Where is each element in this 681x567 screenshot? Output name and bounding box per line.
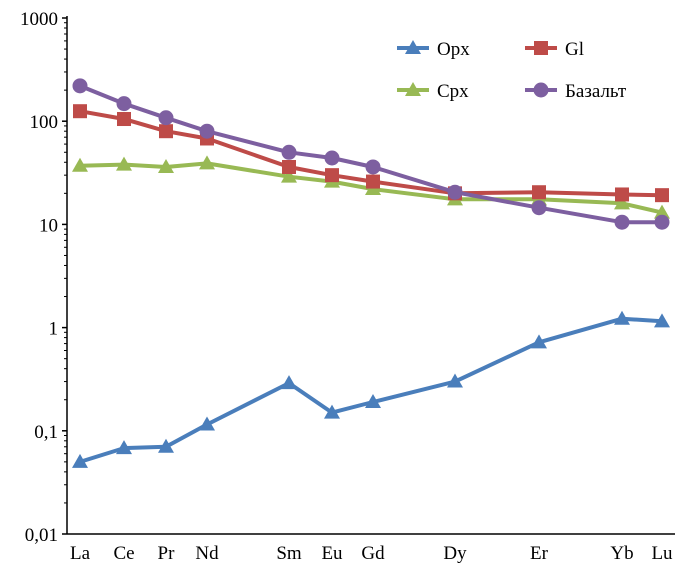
data-point: [281, 144, 297, 160]
data-point: [72, 157, 88, 172]
legend-item-Базальт: Базальт: [525, 81, 627, 102]
data-point: [116, 156, 132, 171]
series-line: [79, 316, 663, 464]
legend-marker: [534, 41, 548, 55]
legend-marker: [405, 82, 421, 96]
data-point: [532, 185, 546, 200]
data-point: [614, 195, 630, 210]
data-point: [614, 310, 630, 325]
series-Базальт: [72, 78, 670, 230]
data-point: [324, 150, 340, 166]
data-point: [281, 168, 297, 183]
data-point: [325, 168, 339, 183]
data-point: [158, 158, 174, 173]
data-point: [324, 404, 340, 419]
data-point: [654, 313, 670, 328]
legend-item-Gl: Gl: [525, 39, 584, 60]
data-point: [615, 187, 629, 202]
y-tick-label: 0,1: [34, 422, 58, 443]
series-Opx: [72, 310, 670, 468]
data-point: [655, 188, 669, 203]
data-point: [158, 438, 174, 453]
legend-label: Cpx: [437, 81, 469, 102]
x-tick-label: Sm: [276, 543, 302, 564]
axes: 0,01 0,1 1 10 100 1000 La Ce Pr Nd Sm Eu Gd Dy Er Yb Lu: [20, 9, 675, 564]
x-tick-label: Eu: [321, 543, 343, 564]
data-point: [72, 78, 88, 94]
data-point: [282, 159, 296, 174]
data-point: [159, 124, 173, 139]
y-tick-label: 0,01: [25, 525, 58, 546]
data-point: [158, 110, 174, 126]
data-point: [365, 394, 381, 409]
x-tick-label: La: [70, 543, 91, 564]
x-tick-label: Er: [530, 543, 549, 564]
legend-marker: [533, 82, 549, 98]
x-tick-label: Yb: [610, 543, 633, 564]
data-point: [365, 159, 381, 175]
x-tick-label: Nd: [195, 543, 219, 564]
y-tick-label: 100: [30, 112, 59, 133]
data-point: [72, 453, 88, 468]
data-point: [447, 184, 463, 200]
data-point: [614, 214, 630, 230]
x-tick-label: Dy: [443, 543, 467, 564]
data-point: [654, 204, 670, 219]
data-point: [199, 155, 215, 170]
x-tick-label: Pr: [158, 543, 176, 564]
data-point: [199, 123, 215, 139]
data-point: [116, 440, 132, 455]
series-layer: [72, 78, 670, 468]
y-tick-label: 10: [39, 215, 58, 236]
data-point: [531, 200, 547, 216]
data-point: [199, 416, 215, 431]
legend-item-Opx: Opx: [397, 39, 470, 60]
legend-marker: [405, 40, 421, 54]
data-point: [281, 375, 297, 390]
data-point: [117, 112, 131, 127]
y-tick-label: 1: [49, 319, 59, 340]
data-point: [73, 104, 87, 119]
legend-label: Gl: [565, 39, 584, 60]
data-point: [654, 214, 670, 230]
legend-label: Базальт: [565, 81, 627, 102]
x-tick-label: Ce: [113, 543, 134, 564]
data-point: [447, 373, 463, 388]
data-point: [116, 96, 132, 112]
legend-label: Opx: [437, 39, 470, 60]
y-tick-label: 1000: [20, 9, 58, 30]
x-tick-label: Gd: [361, 543, 385, 564]
legend-item-Cpx: Cpx: [397, 81, 469, 102]
legend: Opx Gl Cpx Базальт: [397, 39, 627, 102]
x-tick-label: Lu: [651, 543, 673, 564]
data-point: [531, 334, 547, 349]
data-point: [366, 174, 380, 189]
